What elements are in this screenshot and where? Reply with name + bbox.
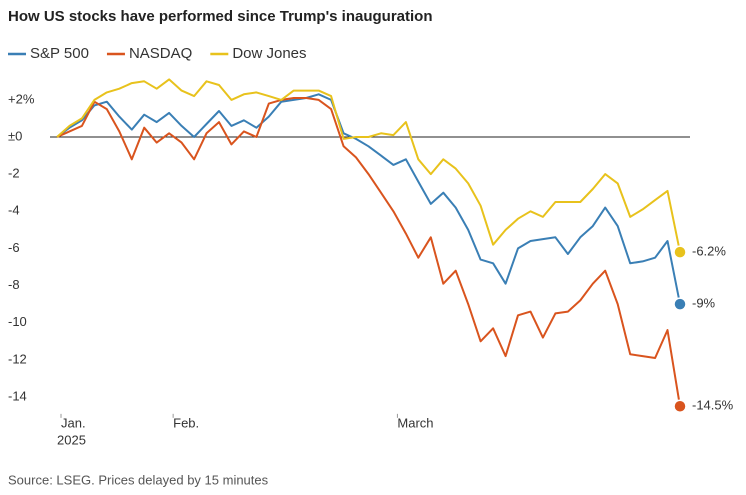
end-point	[673, 297, 687, 311]
legend-label: S&P 500	[30, 45, 89, 62]
end-label: -6.2%	[692, 244, 726, 259]
y-tick-label: -12	[8, 351, 27, 366]
y-tick-label: -6	[8, 240, 20, 255]
series-line	[56, 97, 681, 407]
series-line	[56, 93, 681, 305]
end-label: -14.5%	[692, 398, 734, 413]
y-tick-label: -8	[8, 277, 20, 292]
end-point	[673, 399, 687, 414]
x-tick-label: Feb.	[173, 415, 199, 430]
x-tick-label: Jan.	[61, 415, 86, 430]
y-tick-label: -10	[8, 314, 27, 329]
end-point	[673, 245, 687, 259]
legend-label: NASDAQ	[129, 45, 192, 62]
x-year-label: 2025	[57, 432, 86, 447]
end-label: -9%	[692, 296, 716, 311]
y-tick-label: -4	[8, 203, 20, 218]
x-tick-label: March	[397, 415, 433, 430]
source-note: Source: LSEG. Prices delayed by 15 minut…	[8, 472, 269, 487]
y-tick-label: +2%	[8, 91, 35, 106]
y-tick-label: ±0	[8, 128, 22, 143]
chart-title: How US stocks have performed since Trump…	[8, 8, 433, 25]
legend-label: Dow Jones	[232, 45, 306, 62]
y-tick-label: -2	[8, 166, 20, 181]
series-line	[56, 78, 681, 253]
y-tick-label: -14	[8, 388, 27, 403]
